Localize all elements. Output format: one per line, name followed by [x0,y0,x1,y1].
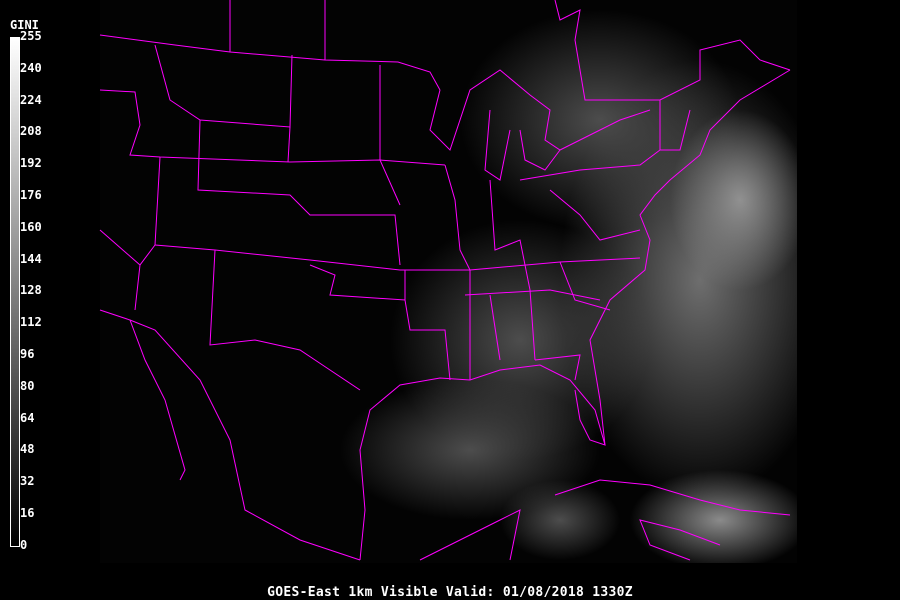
colorbar-tick-label: 240 [20,60,42,75]
colorbar-tick-label: 32 [20,474,35,489]
colorbar-tick-label: 48 [20,442,35,457]
cloud-cover [340,10,840,570]
political-boundaries [99,0,791,561]
image-caption: GOES-East 1km Visible Valid: 01/08/2018 … [267,585,633,600]
colorbar-title: GINI [10,18,39,32]
colorbar-tick-label: 160 [20,219,42,234]
colorbar-tick-label: 16 [20,506,35,520]
colorbar-tick-label: 96 [20,347,35,361]
colorbar-tick-label: 176 [20,188,42,202]
colorbar-tick-label: 80 [20,378,35,393]
colorbar-tick-label: 255 [20,29,42,43]
colorbar-tick-label: 208 [20,124,42,139]
colorbar-tick-label: 64 [20,410,35,425]
colorbar-tick-label: 112 [20,315,42,330]
colorbar [10,37,20,547]
colorbar-tick-label: 224 [20,92,42,107]
colorbar-tick-label: 144 [20,251,42,266]
colorbar-tick-label: 128 [20,283,42,298]
colorbar-tick-label: 0 [20,537,28,552]
colorbar-tick-label: 192 [20,156,42,171]
